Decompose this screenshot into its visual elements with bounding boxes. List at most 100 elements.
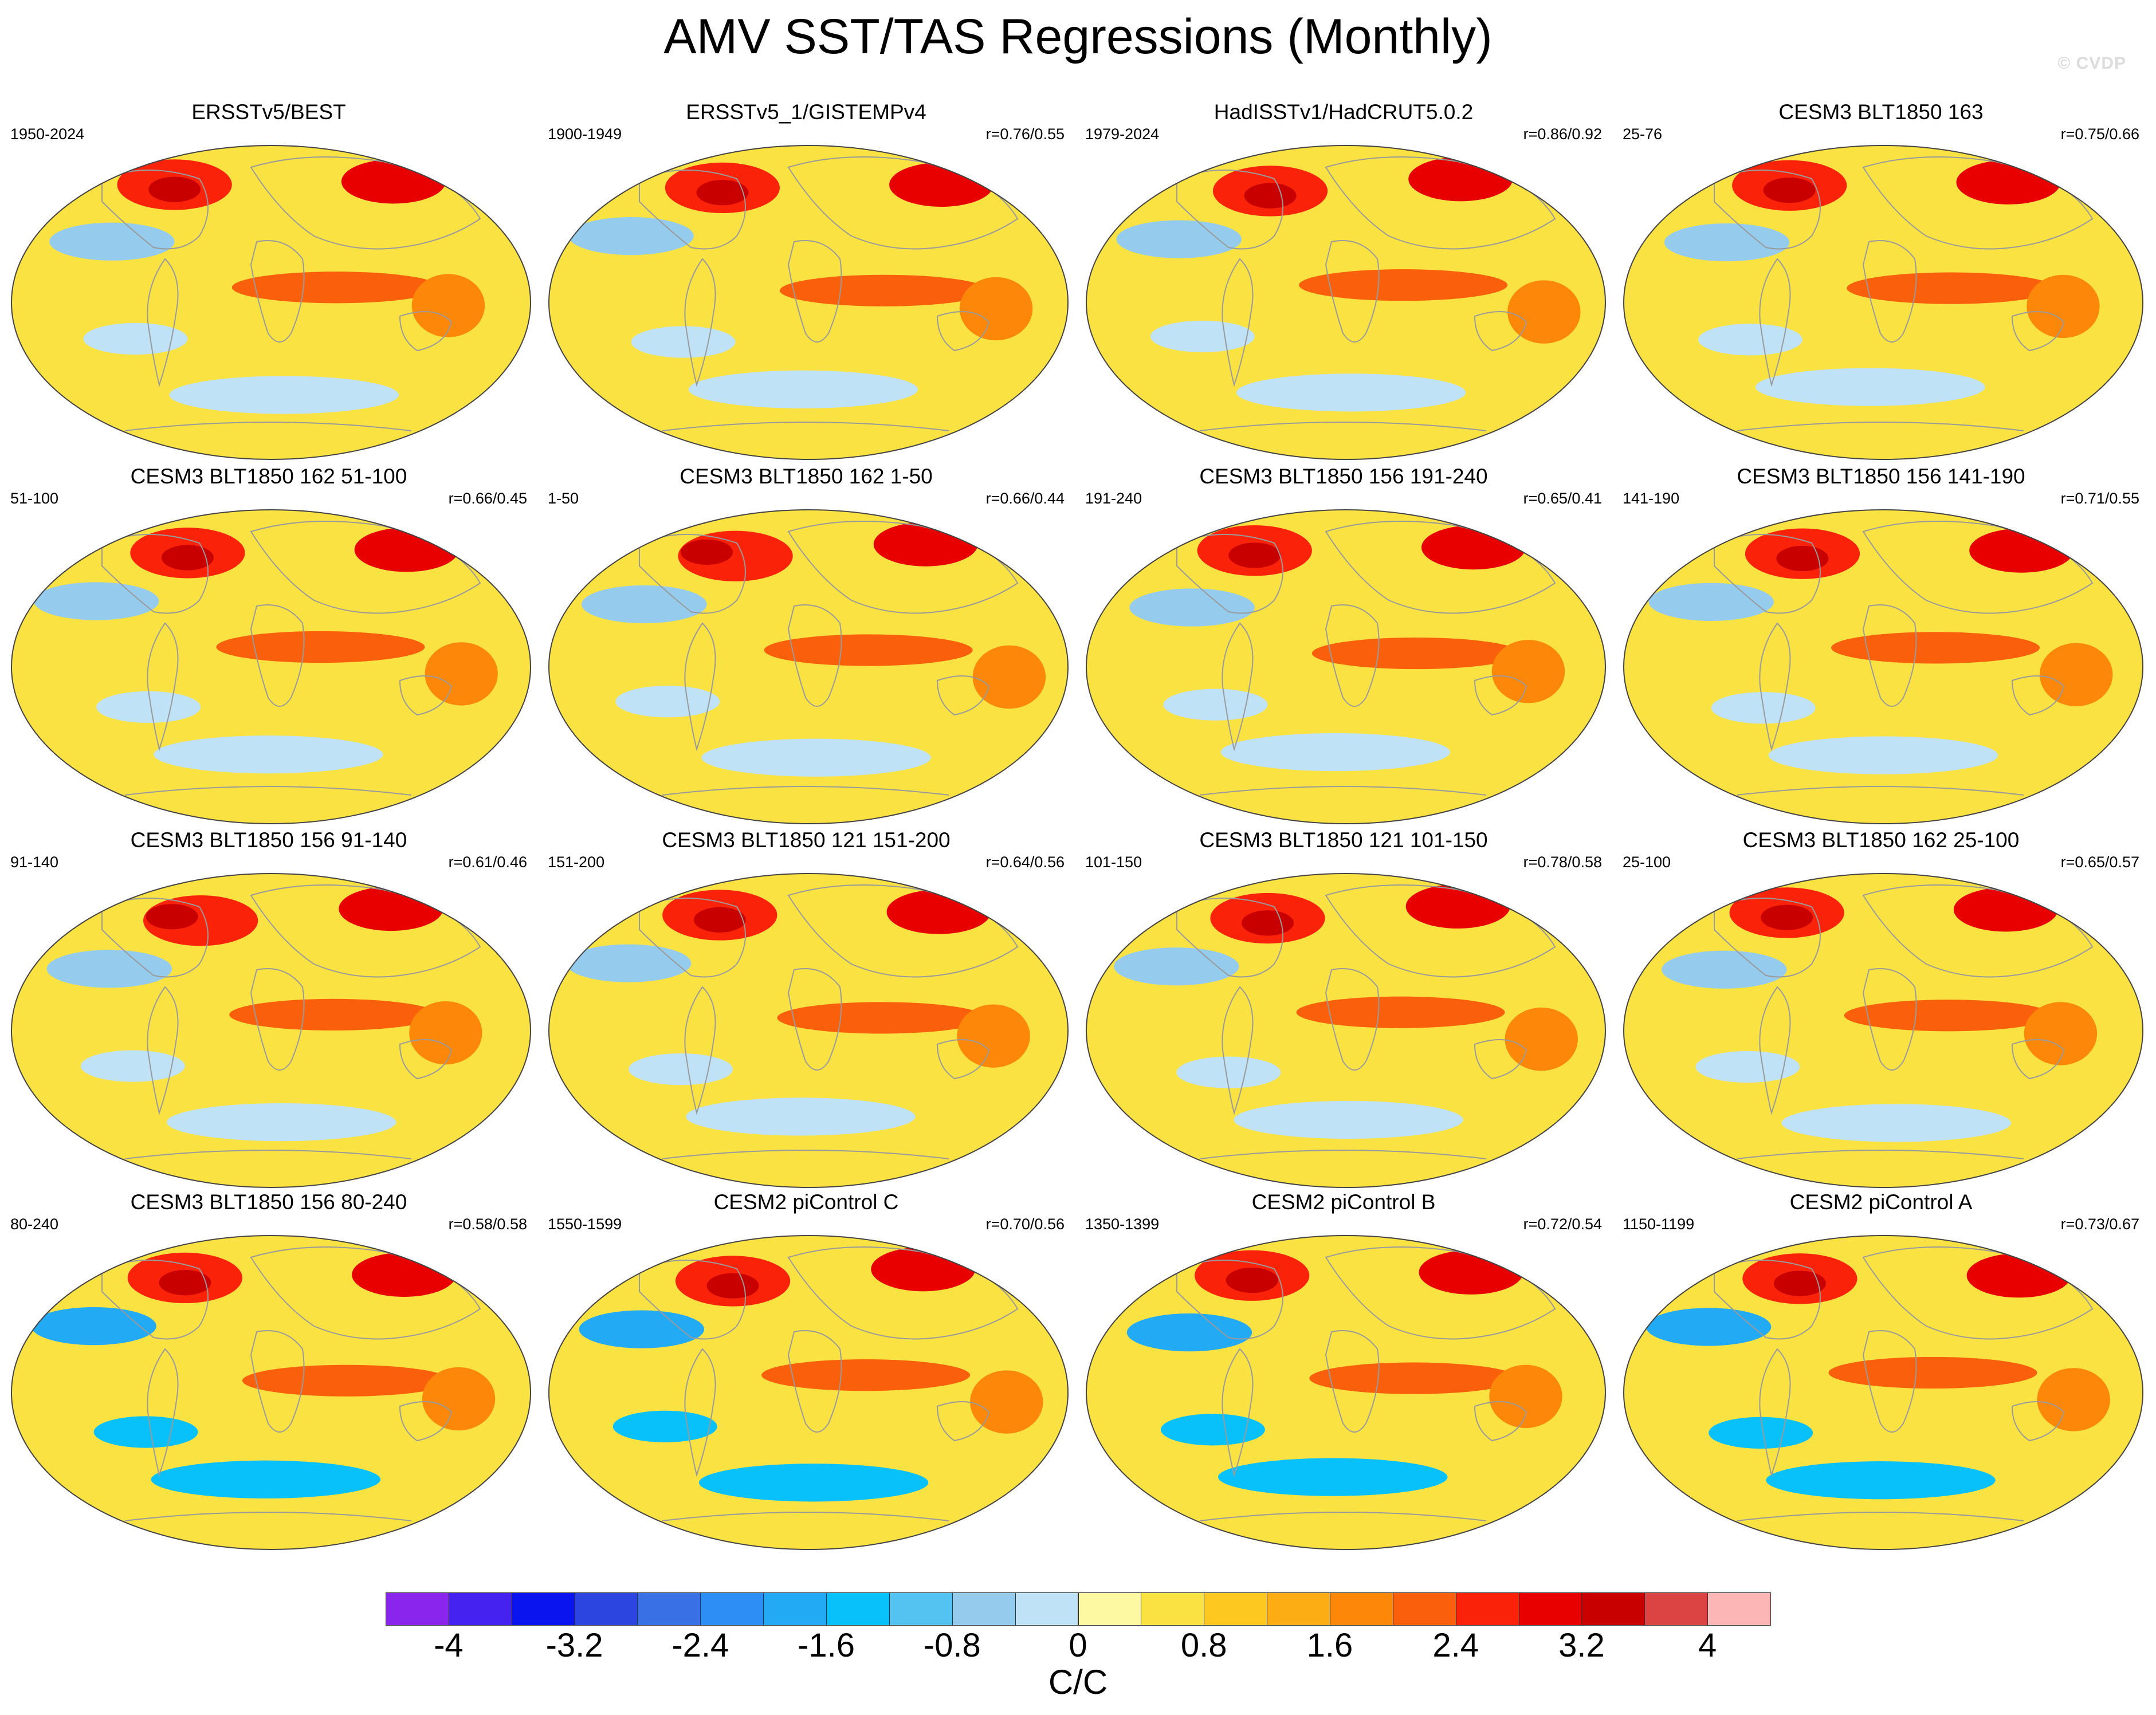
- panel-correlation: r=0.78/0.58: [1523, 853, 1602, 871]
- anomaly-patch: [1847, 272, 2056, 304]
- anomaly-patch: [693, 907, 746, 933]
- coastline: [1474, 1039, 1527, 1080]
- anomaly-patch: [1116, 220, 1242, 258]
- coastline: [1862, 240, 1917, 343]
- anomaly-patch: [1244, 183, 1297, 209]
- coastline: [1862, 1330, 1917, 1433]
- colorbar-swatch: [1267, 1592, 1330, 1626]
- coastline: [662, 786, 949, 796]
- anomaly-patch: [615, 686, 720, 718]
- anomaly-patch: [761, 1359, 971, 1391]
- anomaly-patch: [1126, 1313, 1252, 1352]
- coastline: [2011, 675, 2065, 716]
- anomaly-patch: [1831, 632, 2040, 664]
- coastline: [1199, 1150, 1487, 1159]
- coastline: [1862, 1246, 2094, 1340]
- anomaly-patch: [2037, 1368, 2110, 1431]
- anomaly-patch: [1296, 996, 1505, 1028]
- anomaly-patch: [96, 691, 201, 723]
- colorbar: [386, 1592, 1771, 1626]
- anomaly-patch: [1160, 1414, 1265, 1446]
- coastline: [250, 604, 305, 707]
- anomaly-patch: [1766, 1461, 1996, 1500]
- map-outline: [548, 509, 1069, 824]
- anomaly-patch: [631, 326, 736, 358]
- regression-map: [1086, 145, 1606, 460]
- map-outline: [1623, 1235, 2143, 1550]
- anomaly-patch: [1828, 1356, 2037, 1389]
- coastline: [2011, 311, 2065, 352]
- panel-year-range: 80-240: [10, 1216, 59, 1233]
- map-panel: ERSSTv5/BEST 1950-2024: [0, 100, 537, 462]
- colorbar-units: C/C: [1048, 1663, 1108, 1701]
- coastline: [2011, 1401, 2065, 1442]
- map-panel: CESM3 BLT1850 121 101-150 101-150 r=0.78/0…: [1075, 828, 1612, 1190]
- anomaly-patch: [1505, 1007, 1578, 1071]
- panel-year-range: 1900-1949: [548, 125, 622, 143]
- anomaly-patch: [422, 1367, 496, 1431]
- coastline: [684, 986, 716, 1115]
- anomaly-patch: [1309, 1362, 1518, 1394]
- coastline: [1222, 1348, 1254, 1477]
- panel-correlation: r=0.66/0.45: [448, 490, 527, 507]
- panel-title: ERSSTv5_1/GISTEMPv4: [686, 100, 926, 124]
- coastline: [1176, 534, 1283, 614]
- panel-correlation: r=0.66/0.44: [985, 490, 1065, 507]
- colorbar-swatch: [1015, 1592, 1079, 1626]
- anomaly-patch: [1646, 1308, 1772, 1346]
- map-panel: CESM3 BLT1850 156 191-240 191-240 r=0.65/0…: [1075, 464, 1612, 826]
- anomaly-patch: [1228, 542, 1281, 568]
- panel-year-range: 91-140: [10, 853, 59, 871]
- coastline: [124, 1512, 412, 1521]
- coastline: [1737, 1150, 2024, 1159]
- regression-map: [1086, 1235, 1606, 1550]
- panel-year-range: 1150-1199: [1623, 1216, 1695, 1233]
- panel-title: CESM3 BLT1850 162 25-100: [1742, 828, 2020, 852]
- coastline: [639, 170, 746, 250]
- anomaly-patch: [1664, 223, 1790, 262]
- coastline: [124, 786, 412, 796]
- anomaly-patch: [957, 1004, 1030, 1068]
- anomaly-patch: [80, 1050, 185, 1082]
- coastline: [1325, 521, 1556, 614]
- anomaly-patch: [1226, 1267, 1278, 1293]
- regression-map: [548, 1235, 1069, 1550]
- colorbar-tick-label: -3.2: [545, 1627, 603, 1664]
- anomaly-patch: [1763, 177, 1816, 203]
- coastline: [124, 1150, 412, 1159]
- coastline: [1737, 1512, 2024, 1521]
- anomaly-patch: [1761, 904, 1813, 930]
- coastline: [147, 622, 179, 752]
- anomaly-patch: [1648, 583, 1774, 621]
- anomaly-patch: [1220, 733, 1450, 772]
- coastline: [787, 156, 1019, 250]
- anomaly-patch: [1507, 280, 1581, 344]
- coastline: [787, 521, 1019, 614]
- colorbar-swatch: [700, 1592, 764, 1626]
- coastline: [101, 170, 209, 250]
- coastline: [1325, 884, 1556, 978]
- anomaly-patch: [2040, 643, 2113, 706]
- anomaly-patch: [93, 1416, 198, 1448]
- colorbar-swatch: [1644, 1592, 1709, 1626]
- panel-title: CESM3 BLT1850 156 191-240: [1199, 465, 1488, 488]
- coastline: [250, 968, 305, 1071]
- coastline: [250, 1330, 305, 1433]
- anomaly-patch: [1419, 1250, 1523, 1295]
- anomaly-patch: [31, 1307, 156, 1346]
- panel-title: ERSSTv5/BEST: [191, 100, 346, 124]
- coastline: [1759, 1348, 1791, 1477]
- colorbar-swatch: [889, 1592, 953, 1626]
- colorbar-swatch: [574, 1592, 638, 1626]
- anomaly-patch: [568, 217, 694, 255]
- anomaly-patch: [1421, 525, 1526, 570]
- anomaly-patch: [1698, 324, 1802, 356]
- anomaly-patch: [409, 1001, 482, 1065]
- coastline: [787, 1246, 1019, 1340]
- colorbar-swatch: [1141, 1592, 1205, 1626]
- coastline: [1862, 884, 2094, 978]
- panel-year-range: 1550-1599: [548, 1216, 622, 1233]
- colorbar-tick-label: 0.8: [1180, 1627, 1227, 1664]
- map-outline: [1623, 509, 2143, 824]
- coastline: [1325, 604, 1380, 707]
